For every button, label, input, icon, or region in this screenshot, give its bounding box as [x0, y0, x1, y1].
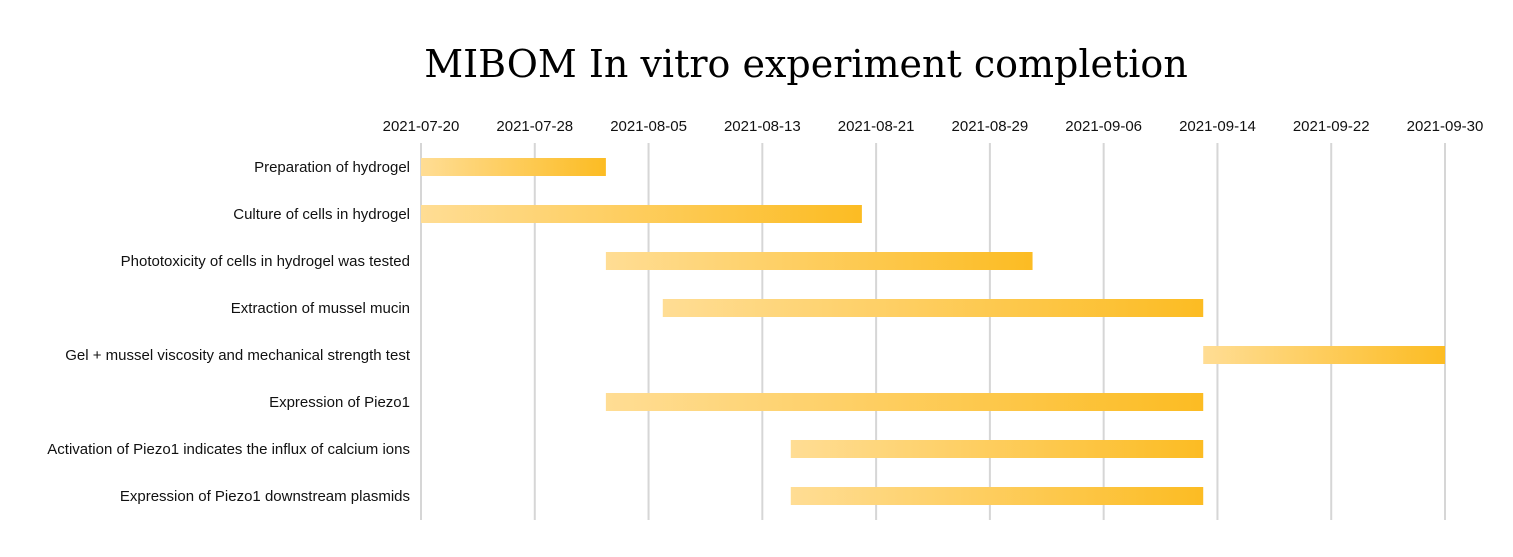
- task-label: Preparation of hydrogel: [254, 159, 410, 176]
- task-label: Activation of Piezo1 indicates the influ…: [47, 441, 410, 458]
- task-bar: [662, 299, 1204, 317]
- task-label: Culture of cells in hydrogel: [233, 206, 410, 223]
- task-bar: [790, 487, 1204, 505]
- x-axis-ticks: 2021-07-20 2021-07-28 2021-08-05 2021-08-13…: [383, 118, 1484, 135]
- x-tick-label: 2021-07-28: [496, 118, 573, 135]
- x-tick-label: 2021-08-13: [724, 118, 801, 135]
- task-bar: [790, 440, 1204, 458]
- x-tick-label: 2021-08-05: [610, 118, 687, 135]
- x-tick-label: 2021-09-22: [1293, 118, 1370, 135]
- task-bars: [421, 158, 1445, 505]
- grid-lines: [420, 143, 1446, 520]
- task-bar: [421, 205, 862, 223]
- x-tick-label: 2021-09-14: [1179, 118, 1256, 135]
- task-label: Gel + mussel viscosity and mechanical st…: [65, 347, 411, 364]
- task-label: Extraction of mussel mucin: [231, 300, 410, 317]
- chart-title: MIBOM In vitro experiment completion: [424, 42, 1188, 86]
- task-label: Phototoxicity of cells in hydrogel was t…: [121, 253, 410, 270]
- task-bar: [421, 158, 606, 176]
- task-bar: [605, 252, 1033, 270]
- task-bar: [1203, 346, 1445, 364]
- task-label: Expression of Piezo1: [269, 394, 410, 411]
- x-tick-label: 2021-08-29: [952, 118, 1029, 135]
- x-tick-label: 2021-07-20: [383, 118, 460, 135]
- task-bar: [605, 393, 1204, 411]
- task-label: Expression of Piezo1 downstream plasmids: [120, 488, 410, 505]
- task-labels: Preparation of hydrogel Culture of cells …: [47, 159, 411, 505]
- x-tick-label: 2021-08-21: [838, 118, 915, 135]
- x-tick-label: 2021-09-30: [1407, 118, 1484, 135]
- x-tick-label: 2021-09-06: [1065, 118, 1142, 135]
